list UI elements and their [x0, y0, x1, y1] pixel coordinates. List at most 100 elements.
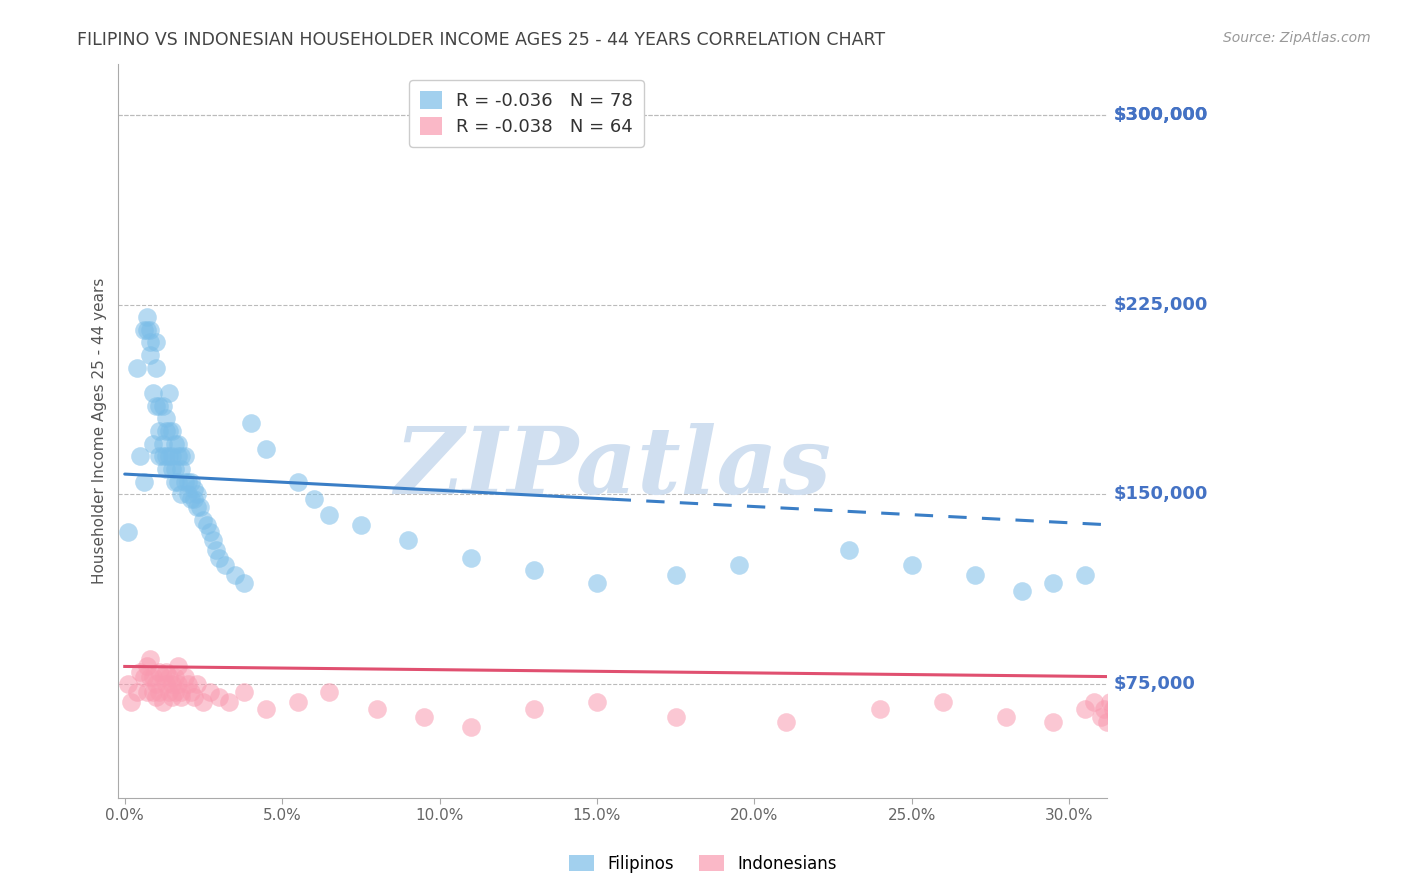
- Point: [183, 483, 205, 497]
- Point: [460, 550, 482, 565]
- Point: [167, 677, 190, 691]
- Point: [148, 665, 170, 679]
- Point: [142, 386, 165, 401]
- Point: [160, 677, 183, 691]
- Point: [170, 462, 193, 476]
- Point: [139, 335, 162, 350]
- Point: [117, 525, 139, 540]
- Point: [523, 702, 546, 716]
- Point: [193, 513, 215, 527]
- Point: [132, 669, 155, 683]
- Point: [1074, 568, 1097, 582]
- Text: $75,000: $75,000: [1114, 675, 1195, 693]
- Text: $225,000: $225,000: [1114, 295, 1208, 313]
- Point: [995, 710, 1018, 724]
- Point: [396, 533, 419, 547]
- Point: [142, 669, 165, 683]
- Point: [176, 677, 198, 691]
- Point: [180, 492, 202, 507]
- Point: [173, 450, 195, 464]
- Point: [139, 323, 162, 337]
- Point: [176, 487, 198, 501]
- Point: [157, 669, 180, 683]
- Point: [180, 685, 202, 699]
- Point: [201, 533, 224, 547]
- Point: [145, 677, 167, 691]
- Point: [145, 360, 167, 375]
- Text: FILIPINO VS INDONESIAN HOUSEHOLDER INCOME AGES 25 - 44 YEARS CORRELATION CHART: FILIPINO VS INDONESIAN HOUSEHOLDER INCOM…: [77, 31, 886, 49]
- Point: [318, 508, 340, 522]
- Point: [132, 475, 155, 489]
- Point: [775, 715, 797, 730]
- Point: [157, 685, 180, 699]
- Point: [167, 450, 190, 464]
- Legend: R = -0.036   N = 78, R = -0.038   N = 64: R = -0.036 N = 78, R = -0.038 N = 64: [409, 80, 644, 147]
- Point: [1090, 710, 1112, 724]
- Point: [188, 500, 211, 514]
- Point: [224, 568, 246, 582]
- Point: [165, 685, 187, 699]
- Text: $300,000: $300,000: [1114, 105, 1208, 124]
- Point: [1105, 710, 1128, 724]
- Point: [186, 487, 208, 501]
- Point: [1111, 728, 1133, 742]
- Point: [195, 517, 218, 532]
- Point: [165, 669, 187, 683]
- Point: [302, 492, 325, 507]
- Point: [152, 669, 174, 683]
- Point: [160, 424, 183, 438]
- Point: [318, 685, 340, 699]
- Point: [170, 685, 193, 699]
- Text: Source: ZipAtlas.com: Source: ZipAtlas.com: [1223, 31, 1371, 45]
- Point: [170, 487, 193, 501]
- Point: [239, 417, 262, 431]
- Point: [142, 685, 165, 699]
- Point: [1108, 576, 1130, 591]
- Point: [148, 399, 170, 413]
- Point: [155, 462, 177, 476]
- Point: [157, 386, 180, 401]
- Point: [167, 475, 190, 489]
- Point: [129, 665, 152, 679]
- Point: [460, 720, 482, 734]
- Point: [117, 677, 139, 691]
- Point: [135, 310, 157, 325]
- Point: [727, 558, 749, 573]
- Point: [1115, 702, 1137, 716]
- Point: [155, 665, 177, 679]
- Point: [1102, 702, 1125, 716]
- Point: [900, 558, 922, 573]
- Point: [932, 695, 955, 709]
- Point: [869, 702, 891, 716]
- Point: [135, 659, 157, 673]
- Point: [129, 450, 152, 464]
- Point: [214, 558, 236, 573]
- Point: [198, 685, 221, 699]
- Point: [523, 563, 546, 577]
- Point: [186, 677, 208, 691]
- Point: [254, 442, 277, 456]
- Point: [135, 685, 157, 699]
- Point: [254, 702, 277, 716]
- Point: [233, 685, 256, 699]
- Point: [167, 436, 190, 450]
- Point: [155, 424, 177, 438]
- Point: [127, 360, 149, 375]
- Point: [155, 411, 177, 425]
- Point: [287, 695, 309, 709]
- Point: [186, 500, 208, 514]
- Point: [152, 399, 174, 413]
- Point: [350, 517, 373, 532]
- Point: [155, 450, 177, 464]
- Point: [586, 576, 609, 591]
- Point: [148, 424, 170, 438]
- Point: [152, 695, 174, 709]
- Point: [287, 475, 309, 489]
- Point: [208, 690, 231, 704]
- Point: [139, 652, 162, 666]
- Point: [963, 568, 986, 582]
- Legend: Filipinos, Indonesians: Filipinos, Indonesians: [562, 848, 844, 880]
- Point: [148, 685, 170, 699]
- Text: $150,000: $150,000: [1114, 485, 1208, 503]
- Point: [193, 695, 215, 709]
